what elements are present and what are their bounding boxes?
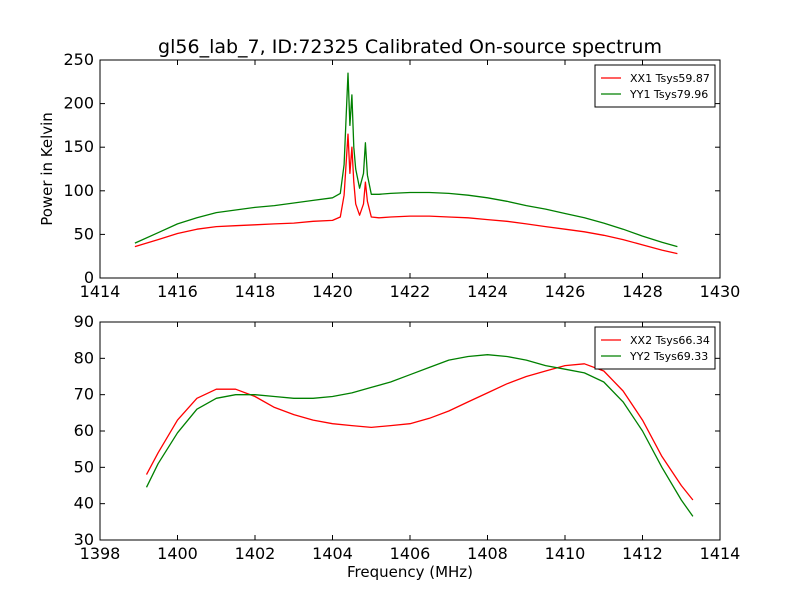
series-line-1 <box>134 133 678 255</box>
x-tick-label: 1400 <box>157 544 198 563</box>
legend-frame <box>594 64 716 108</box>
legend: XX2 Tsys66.34 YY2 Tsys69.33 <box>594 326 716 370</box>
y-tick-label: 80 <box>74 348 94 367</box>
y-tick-label: 150 <box>63 137 94 156</box>
y-tick-label: 250 <box>63 50 94 69</box>
top-subplot: 1414 1416 1418 1420 1422 1424 1426 1428 1430 0 50 1… <box>38 50 740 301</box>
x-tick-label: 1418 <box>235 282 276 301</box>
series-line-1 <box>145 363 694 501</box>
x-tick-label: 1408 <box>467 544 508 563</box>
x-axis-label: Frequency (MHz) <box>347 563 473 581</box>
y-axis-label: Power in Kelvin <box>38 112 56 226</box>
y-tick-label: 50 <box>74 224 94 243</box>
legend-label-2: YY1 Tsys79.96 <box>629 88 708 101</box>
series-line-2 <box>145 354 694 517</box>
y-tick-label: 90 <box>74 312 94 331</box>
legend-label-1: XX2 Tsys66.34 <box>630 334 710 347</box>
y-tick-label: 40 <box>74 494 94 513</box>
legend: XX1 Tsys59.87 YY1 Tsys79.96 <box>594 64 716 108</box>
x-tick-label: 1404 <box>312 544 353 563</box>
series-line-2 <box>134 72 678 248</box>
figure-title: gl56_lab_7, ID:72325 Calibrated On-sourc… <box>158 36 662 58</box>
x-tick-label: 1422 <box>390 282 431 301</box>
x-tick-label: 1410 <box>545 544 586 563</box>
x-tick-label: 1426 <box>545 282 586 301</box>
y-tick-label: 50 <box>74 457 94 476</box>
x-tick-label: 1420 <box>312 282 353 301</box>
bottom-subplot: 1398 1400 1402 1404 1406 1408 1410 1412 1414 30 40… <box>74 312 741 581</box>
x-tick-label: 1398 <box>80 544 121 563</box>
x-tick-label: 1430 <box>700 282 741 301</box>
y-tick-label: 200 <box>63 94 94 113</box>
x-tick-label: 1414 <box>80 282 121 301</box>
x-tick-label: 1402 <box>235 544 276 563</box>
x-tick-label: 1424 <box>467 282 508 301</box>
y-tick-label: 60 <box>74 421 94 440</box>
x-tick-label: 1428 <box>622 282 663 301</box>
x-tick-label: 1412 <box>622 544 663 563</box>
legend-label-2: YY2 Tsys69.33 <box>629 350 708 363</box>
legend-label-1: XX1 Tsys59.87 <box>630 72 710 85</box>
y-tick-label: 30 <box>74 530 94 549</box>
y-tick-label: 70 <box>74 385 94 404</box>
x-tick-label: 1414 <box>700 544 741 563</box>
x-tick-label: 1406 <box>390 544 431 563</box>
legend-frame <box>594 326 716 370</box>
y-tick-label: 0 <box>84 268 94 287</box>
x-tick-label: 1416 <box>157 282 198 301</box>
y-tick-label: 100 <box>63 181 94 200</box>
